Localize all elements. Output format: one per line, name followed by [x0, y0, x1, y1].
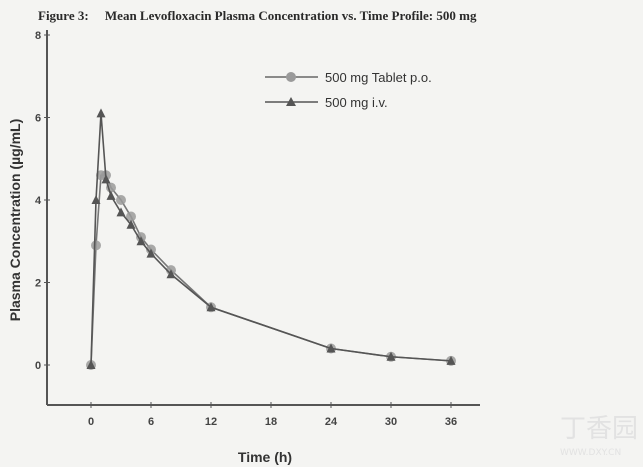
data-point [166, 269, 176, 279]
x-tick-label: 30 [385, 416, 397, 428]
y-tick-label: 2 [35, 278, 41, 290]
watermark-url: WWW.DXY.CN [560, 448, 621, 458]
data-point [126, 219, 136, 229]
data-point [146, 248, 156, 258]
data-point [106, 190, 116, 200]
data-point [136, 236, 146, 246]
data-point [326, 343, 336, 353]
x-tick-label: 6 [148, 416, 154, 428]
x-tick-label: 36 [445, 416, 457, 428]
y-tick-label: 8 [35, 30, 41, 42]
x-tick-label: 12 [205, 416, 217, 428]
data-point [86, 360, 96, 369]
x-tick-label: 0 [88, 416, 94, 428]
series-po [86, 170, 456, 370]
data-point [446, 355, 456, 365]
legend-marker-po [286, 72, 296, 82]
data-point [96, 108, 106, 118]
x-axis-label: Time (h) [238, 449, 292, 465]
series-line [90, 174, 452, 366]
watermark-logo-text: 丁香园 [560, 414, 638, 444]
data-point [116, 207, 126, 217]
series-iv [86, 108, 456, 369]
y-axis-label: Plasma Concentration (µg/mL) [7, 119, 23, 322]
legend-label-iv: 500 mg i.v. [325, 95, 388, 110]
data-point [91, 240, 101, 251]
data-point [386, 351, 396, 361]
legend-label-po: 500 mg Tablet p.o. [325, 70, 432, 85]
x-tick-label: 24 [325, 416, 338, 428]
data-point [126, 211, 136, 222]
data-point [116, 195, 126, 205]
series-line [90, 113, 452, 366]
legend-marker-iv [286, 97, 296, 106]
chart-title: Figure 3: Mean Levofloxacin Plasma Conce… [38, 8, 477, 23]
data-point [101, 174, 111, 184]
x-tick-label: 18 [265, 416, 277, 428]
data-point [91, 195, 101, 204]
watermark-logo: 丁香园 WWW.DXY.CN [560, 414, 638, 458]
y-tick-label: 0 [35, 360, 41, 372]
y-tick-label: 4 [35, 195, 42, 207]
data-point [206, 302, 216, 312]
y-tick-label: 6 [35, 113, 41, 125]
legend: 500 mg Tablet p.o. 500 mg i.v. [265, 70, 432, 110]
